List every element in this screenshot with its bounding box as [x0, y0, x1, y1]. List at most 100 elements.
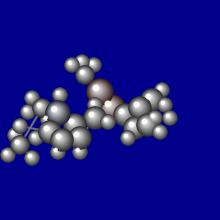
- Circle shape: [107, 103, 110, 106]
- Circle shape: [48, 103, 67, 122]
- Circle shape: [130, 123, 135, 128]
- Circle shape: [88, 111, 99, 122]
- Circle shape: [54, 132, 68, 146]
- Circle shape: [76, 56, 87, 67]
- Circle shape: [35, 101, 47, 113]
- Circle shape: [24, 108, 27, 111]
- Circle shape: [152, 115, 155, 118]
- Circle shape: [81, 71, 86, 76]
- Circle shape: [136, 103, 139, 107]
- Circle shape: [118, 108, 129, 119]
- Circle shape: [129, 122, 136, 129]
- Circle shape: [158, 86, 163, 91]
- Circle shape: [21, 105, 35, 119]
- Circle shape: [93, 85, 102, 94]
- Circle shape: [43, 115, 51, 123]
- Circle shape: [159, 87, 160, 88]
- Circle shape: [99, 95, 124, 120]
- Circle shape: [53, 148, 60, 154]
- Circle shape: [103, 99, 117, 114]
- Circle shape: [69, 119, 76, 126]
- Circle shape: [131, 124, 133, 126]
- Circle shape: [129, 122, 138, 130]
- Circle shape: [159, 87, 162, 90]
- Circle shape: [75, 147, 83, 155]
- Circle shape: [104, 100, 116, 112]
- Circle shape: [55, 90, 64, 99]
- Circle shape: [79, 68, 89, 79]
- Circle shape: [65, 115, 85, 135]
- Circle shape: [46, 128, 48, 130]
- Circle shape: [70, 120, 75, 125]
- Circle shape: [127, 120, 140, 133]
- Circle shape: [38, 104, 41, 107]
- Circle shape: [29, 132, 42, 144]
- Circle shape: [87, 58, 100, 71]
- Circle shape: [94, 86, 97, 90]
- Circle shape: [75, 147, 84, 156]
- Circle shape: [40, 123, 58, 140]
- Circle shape: [68, 118, 79, 129]
- Circle shape: [130, 123, 132, 125]
- Circle shape: [51, 129, 72, 150]
- Circle shape: [33, 99, 51, 117]
- Circle shape: [125, 135, 127, 137]
- Circle shape: [47, 102, 68, 123]
- Circle shape: [44, 117, 47, 119]
- Circle shape: [167, 115, 170, 118]
- Circle shape: [77, 67, 93, 82]
- Circle shape: [12, 132, 14, 134]
- Circle shape: [132, 100, 146, 114]
- Circle shape: [9, 129, 19, 139]
- Circle shape: [76, 56, 86, 66]
- Circle shape: [52, 130, 72, 150]
- Circle shape: [150, 113, 158, 121]
- Circle shape: [102, 116, 113, 127]
- Circle shape: [90, 61, 95, 66]
- Circle shape: [85, 108, 104, 127]
- Circle shape: [91, 101, 94, 104]
- Circle shape: [12, 132, 15, 135]
- Circle shape: [101, 97, 121, 117]
- Circle shape: [44, 126, 51, 133]
- Circle shape: [42, 124, 55, 137]
- Circle shape: [157, 129, 160, 132]
- Circle shape: [46, 127, 49, 131]
- Circle shape: [91, 114, 92, 115]
- Circle shape: [89, 60, 98, 69]
- Circle shape: [48, 103, 66, 121]
- Circle shape: [52, 107, 59, 114]
- Circle shape: [26, 110, 27, 111]
- Circle shape: [75, 134, 79, 137]
- Circle shape: [50, 105, 62, 117]
- Circle shape: [75, 147, 84, 156]
- Circle shape: [150, 113, 159, 122]
- Circle shape: [157, 129, 158, 130]
- Circle shape: [90, 100, 98, 108]
- Circle shape: [74, 132, 82, 140]
- Circle shape: [56, 91, 62, 97]
- Circle shape: [88, 111, 99, 122]
- Circle shape: [25, 91, 39, 105]
- Circle shape: [102, 116, 112, 126]
- Circle shape: [152, 115, 154, 117]
- Circle shape: [79, 59, 80, 60]
- Circle shape: [28, 94, 33, 99]
- Circle shape: [134, 102, 142, 110]
- Circle shape: [161, 101, 166, 106]
- Circle shape: [36, 102, 45, 111]
- Circle shape: [133, 101, 144, 112]
- Circle shape: [14, 139, 23, 148]
- Circle shape: [143, 120, 148, 125]
- Circle shape: [27, 93, 36, 102]
- Circle shape: [77, 149, 79, 151]
- Circle shape: [151, 114, 156, 119]
- Circle shape: [90, 114, 92, 116]
- Circle shape: [12, 137, 28, 153]
- Circle shape: [16, 123, 20, 126]
- Circle shape: [70, 121, 74, 124]
- Circle shape: [87, 110, 100, 123]
- Circle shape: [44, 116, 49, 121]
- Circle shape: [100, 96, 123, 119]
- Circle shape: [57, 135, 63, 141]
